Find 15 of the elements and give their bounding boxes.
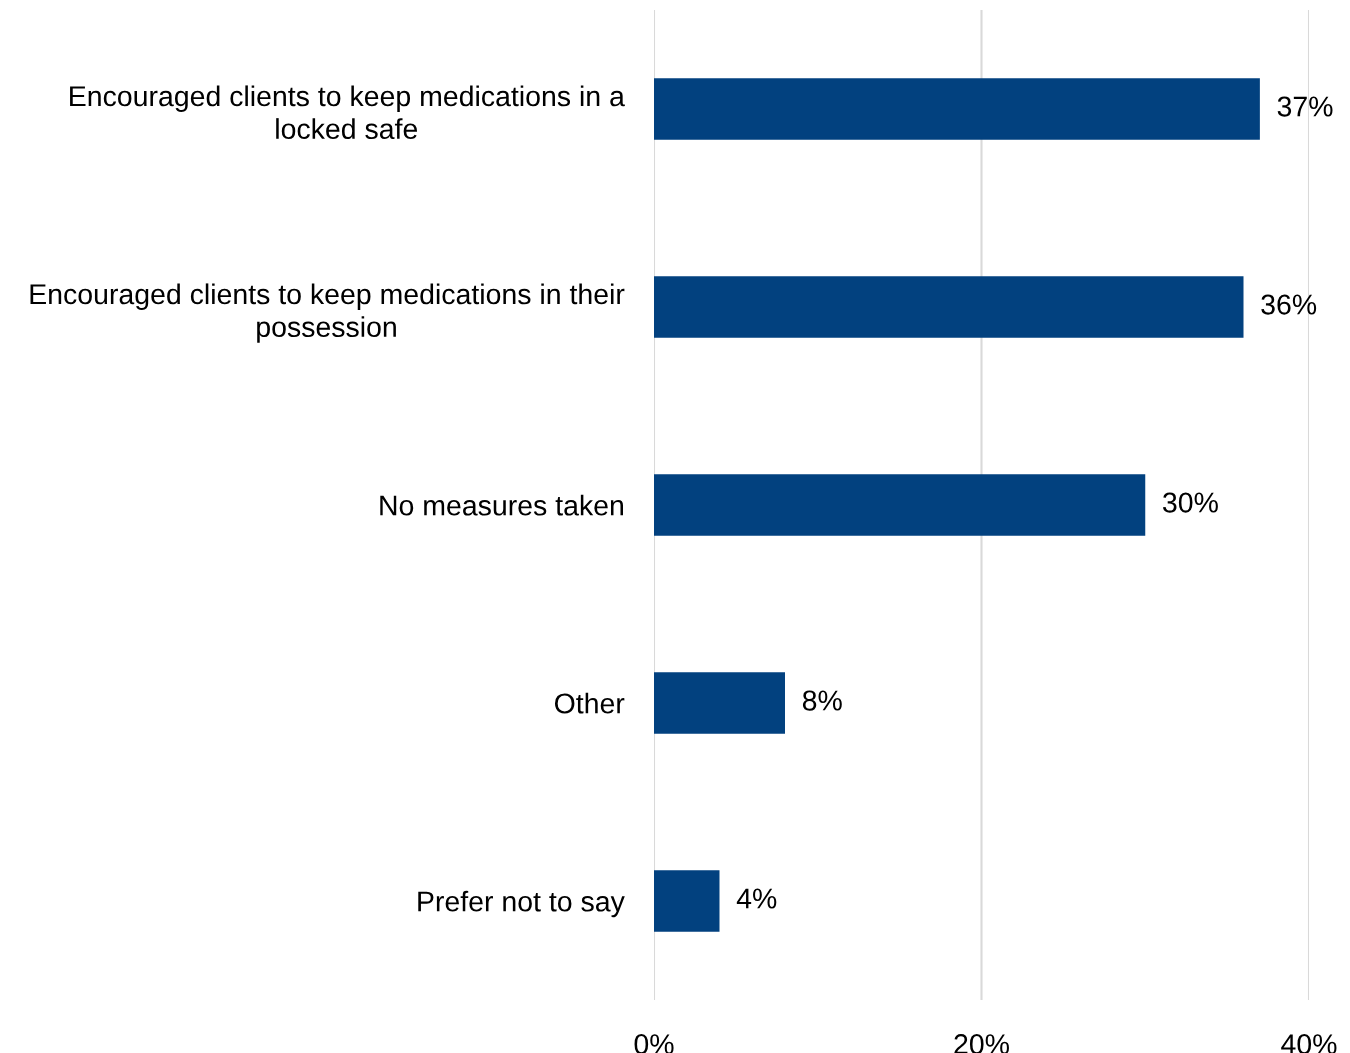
y-tick-label: No measures taken bbox=[380, 494, 623, 516]
data-label: 4% bbox=[736, 888, 777, 909]
bar bbox=[654, 474, 1146, 536]
y-tick-label: Encouraged clients to keep medications in a locked safe bbox=[70, 85, 625, 140]
data-label: 37% bbox=[1277, 96, 1333, 117]
bar bbox=[654, 870, 720, 932]
y-tick-label: Prefer not to say bbox=[418, 890, 625, 918]
data-label: 30% bbox=[1163, 492, 1218, 513]
data-label: 36% bbox=[1261, 294, 1317, 315]
y-tick-label: Encouraged clients to keep medications in their possession bbox=[30, 283, 625, 343]
bar bbox=[654, 276, 1244, 338]
data-label: 8% bbox=[802, 690, 842, 711]
bar bbox=[654, 78, 1260, 140]
bar bbox=[654, 672, 785, 734]
y-tick-label: Other bbox=[554, 692, 625, 714]
